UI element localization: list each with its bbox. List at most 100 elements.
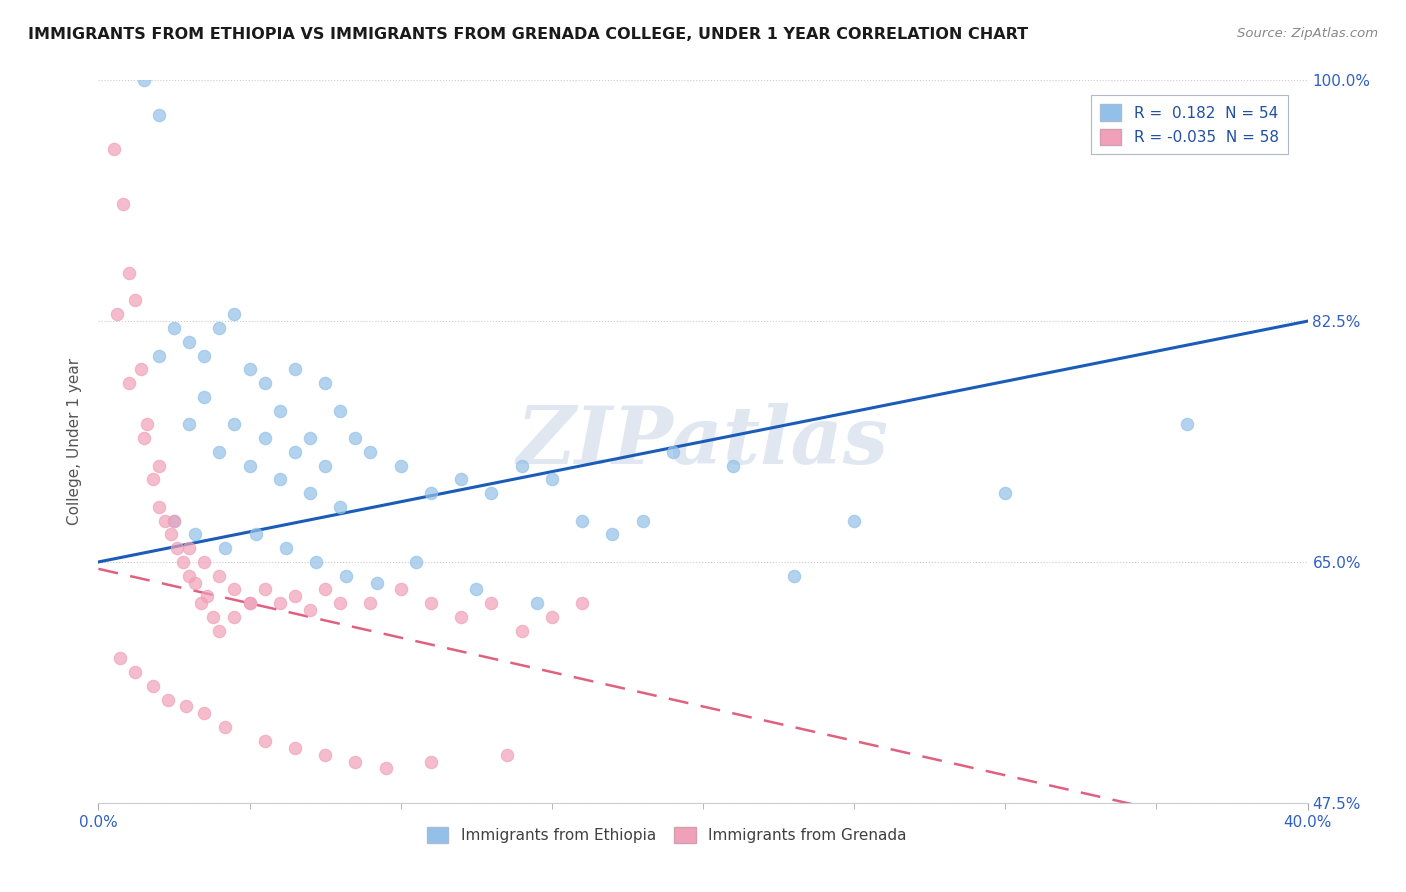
Point xyxy=(179,541,201,556)
Point xyxy=(111,197,134,211)
Point xyxy=(160,527,183,541)
Point xyxy=(224,610,246,624)
Point xyxy=(239,596,262,610)
Text: IMMIGRANTS FROM ETHIOPIA VS IMMIGRANTS FROM GRENADA COLLEGE, UNDER 1 YEAR CORREL: IMMIGRANTS FROM ETHIOPIA VS IMMIGRANTS F… xyxy=(28,27,1028,42)
Point xyxy=(193,349,215,363)
Point xyxy=(335,568,357,582)
Point xyxy=(166,541,188,556)
Point xyxy=(253,376,276,390)
Point xyxy=(148,458,170,473)
Point xyxy=(184,575,207,590)
Point xyxy=(360,445,382,459)
Point xyxy=(1175,417,1198,432)
Point xyxy=(344,431,367,445)
Point xyxy=(129,362,152,376)
Point xyxy=(172,555,194,569)
Point xyxy=(783,568,806,582)
Point xyxy=(465,582,488,597)
Point xyxy=(314,458,336,473)
Point xyxy=(329,596,352,610)
Point xyxy=(314,376,336,390)
Point xyxy=(224,582,246,597)
Point xyxy=(602,527,624,541)
Text: ZIPatlas: ZIPatlas xyxy=(517,403,889,480)
Point xyxy=(389,458,412,473)
Point xyxy=(526,596,548,610)
Point xyxy=(269,403,291,417)
Point xyxy=(299,431,322,445)
Point xyxy=(132,73,155,87)
Point xyxy=(305,555,328,569)
Point xyxy=(420,596,443,610)
Point xyxy=(495,747,517,762)
Point xyxy=(510,624,533,638)
Point xyxy=(208,321,231,335)
Point xyxy=(284,445,307,459)
Point xyxy=(253,431,276,445)
Point xyxy=(389,582,412,597)
Point xyxy=(420,755,443,769)
Point xyxy=(284,362,307,376)
Point xyxy=(405,555,427,569)
Point xyxy=(510,458,533,473)
Point xyxy=(994,486,1017,500)
Point xyxy=(329,500,352,514)
Point xyxy=(142,472,165,486)
Point xyxy=(148,349,170,363)
Point xyxy=(208,445,231,459)
Point xyxy=(299,603,322,617)
Point xyxy=(329,403,352,417)
Point xyxy=(481,486,503,500)
Point xyxy=(179,417,201,432)
Point xyxy=(184,527,207,541)
Point xyxy=(124,293,146,308)
Point xyxy=(314,582,336,597)
Point xyxy=(239,362,262,376)
Point xyxy=(214,720,236,734)
Point xyxy=(344,755,367,769)
Point xyxy=(239,458,262,473)
Point xyxy=(571,514,593,528)
Point xyxy=(142,679,165,693)
Point xyxy=(631,514,654,528)
Point xyxy=(148,500,170,514)
Point xyxy=(163,514,186,528)
Point xyxy=(193,706,215,721)
Point xyxy=(153,514,176,528)
Point xyxy=(844,514,866,528)
Point xyxy=(148,108,170,122)
Point xyxy=(193,555,215,569)
Point xyxy=(105,307,128,321)
Point xyxy=(299,486,322,500)
Point xyxy=(661,445,683,459)
Point xyxy=(118,376,141,390)
Point xyxy=(214,541,236,556)
Point xyxy=(190,596,212,610)
Point xyxy=(124,665,146,679)
Point xyxy=(723,458,745,473)
Point xyxy=(571,596,593,610)
Point xyxy=(132,431,155,445)
Point xyxy=(195,590,218,604)
Text: Source: ZipAtlas.com: Source: ZipAtlas.com xyxy=(1237,27,1378,40)
Point xyxy=(253,582,276,597)
Point xyxy=(245,527,267,541)
Point xyxy=(163,514,186,528)
Point xyxy=(450,610,472,624)
Point xyxy=(450,472,472,486)
Point xyxy=(108,651,131,665)
Point xyxy=(540,610,562,624)
Point xyxy=(224,307,246,321)
Point xyxy=(224,417,246,432)
Point xyxy=(163,321,186,335)
Point xyxy=(360,596,382,610)
Point xyxy=(253,734,276,748)
Legend: Immigrants from Ethiopia, Immigrants from Grenada: Immigrants from Ethiopia, Immigrants fro… xyxy=(420,821,912,849)
Point xyxy=(135,417,157,432)
Point xyxy=(208,624,231,638)
Point xyxy=(193,390,215,404)
Point xyxy=(284,740,307,755)
Point xyxy=(156,692,179,706)
Point xyxy=(269,596,291,610)
Point xyxy=(481,596,503,610)
